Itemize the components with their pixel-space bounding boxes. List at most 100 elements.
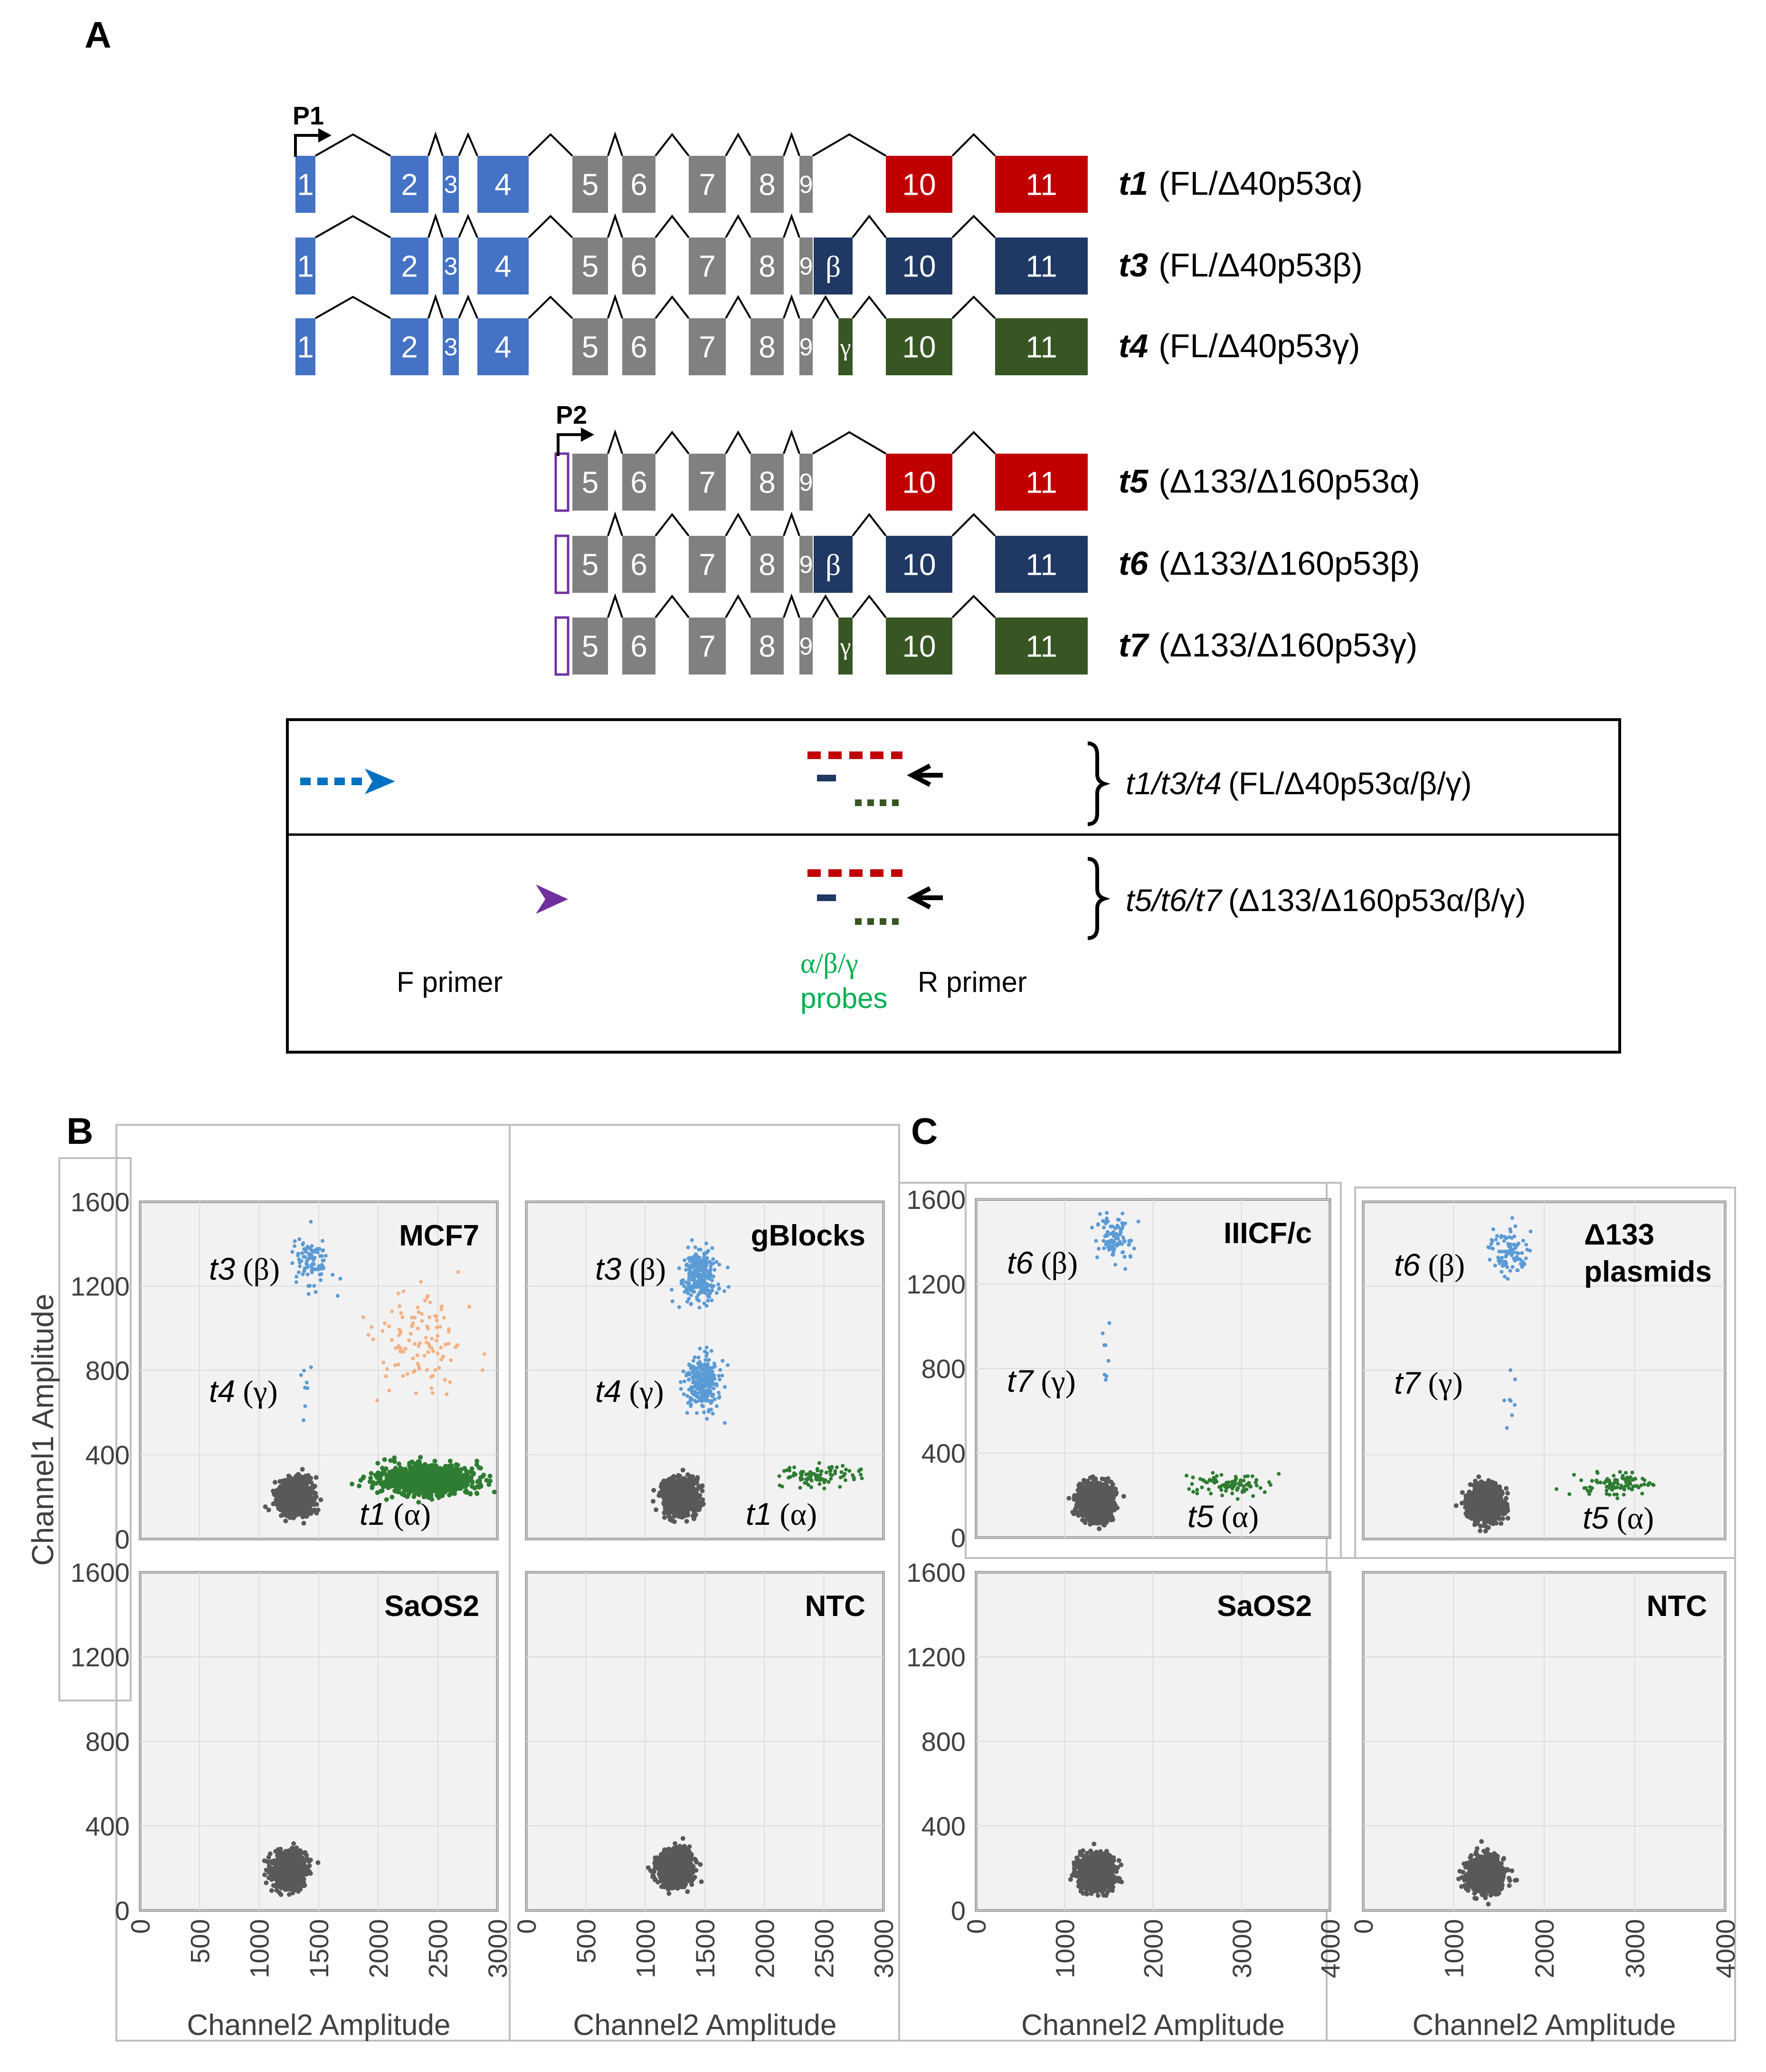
exon-11 — [995, 454, 1088, 511]
exon-label: 1 — [297, 167, 314, 201]
exon-4 — [477, 238, 529, 295]
droplet — [308, 1507, 313, 1512]
exon-p2-start — [554, 452, 570, 512]
droplet — [407, 1491, 411, 1496]
transcript-t3: 1 2 3 4 5 6 7 8 9 β 10 11 — [295, 213, 1088, 295]
exon-5 — [572, 156, 608, 213]
droplet — [447, 1327, 451, 1331]
transcript-name: t5 — [1119, 463, 1149, 500]
droplet — [304, 1262, 308, 1266]
transcript-name: t1 — [1119, 165, 1148, 202]
droplet — [710, 1246, 714, 1250]
exon-γ — [838, 618, 853, 675]
intron-line — [528, 295, 573, 319]
droplet — [299, 1505, 304, 1510]
exon-label: 9 — [799, 171, 813, 199]
exon-10 — [886, 454, 952, 511]
droplet — [705, 1256, 709, 1260]
droplet — [412, 1469, 418, 1474]
exon-label: 9 — [799, 253, 813, 280]
y-tick-label: 1600 — [70, 1187, 130, 1217]
droplet — [290, 1506, 295, 1511]
droplet — [280, 1503, 285, 1508]
intron-line — [655, 214, 690, 238]
droplet — [702, 1410, 706, 1415]
brace-row1 — [1087, 741, 1111, 826]
droplet — [425, 1295, 429, 1300]
exon-label: 8 — [759, 547, 776, 581]
exon-10 — [886, 318, 952, 375]
droplet — [433, 1463, 438, 1468]
droplet — [476, 1465, 482, 1470]
droplet — [309, 1220, 313, 1224]
transcript-desc: (Δ133/Δ160p53α) — [1158, 463, 1420, 500]
droplet — [366, 1333, 370, 1337]
droplet — [414, 1391, 418, 1395]
droplet — [401, 1478, 406, 1483]
droplet — [692, 1481, 697, 1486]
exon-label: 8 — [759, 330, 776, 364]
exon-7 — [689, 238, 726, 295]
droplet — [661, 1478, 666, 1483]
exon-9 — [799, 238, 813, 295]
intron-line — [951, 595, 996, 618]
r-primer-label: R primer — [918, 966, 1027, 998]
droplet — [431, 1374, 435, 1378]
droplet — [309, 1248, 313, 1252]
droplet — [469, 1479, 475, 1484]
droplet — [693, 1487, 698, 1492]
droplet — [667, 1481, 673, 1486]
probes-label-line2: probes — [800, 982, 887, 1014]
droplet — [281, 1480, 286, 1484]
droplet — [421, 1473, 427, 1478]
droplet — [331, 1273, 335, 1277]
droplet — [382, 1457, 387, 1462]
droplet — [397, 1345, 400, 1350]
droplet — [700, 1483, 705, 1488]
transcript-desc: (FL/Δ40p53α) — [1158, 165, 1363, 202]
droplet — [390, 1309, 394, 1313]
droplet — [458, 1467, 464, 1472]
transcript-t6: 5 6 7 8 9 β 10 11 — [554, 511, 1088, 594]
transcript-label-t6: t6 (Δ133/Δ160p53β) — [1119, 545, 1420, 582]
droplet — [693, 1496, 698, 1501]
droplet — [682, 1476, 687, 1481]
exon-label: 8 — [759, 465, 776, 499]
intron-line — [607, 429, 623, 454]
exon-label: 10 — [902, 629, 936, 663]
exon-label: 7 — [699, 249, 716, 283]
exon-label: 3 — [444, 171, 458, 199]
exon-label: 5 — [582, 465, 599, 499]
exon-β — [814, 238, 853, 295]
droplet — [699, 1502, 704, 1508]
intron-line — [852, 214, 887, 238]
exon-label: 11 — [1025, 465, 1057, 499]
droplet — [416, 1353, 419, 1358]
exon-8 — [750, 618, 784, 675]
exon-5 — [572, 536, 608, 593]
droplet — [301, 1242, 305, 1246]
exon-γ — [838, 318, 853, 375]
droplet — [436, 1334, 440, 1338]
f-primer-p2-arrow — [536, 884, 568, 914]
droplet — [310, 1490, 315, 1495]
droplet — [412, 1475, 417, 1481]
droplet — [437, 1484, 443, 1490]
droplet — [419, 1483, 424, 1488]
exon-label: 6 — [630, 547, 647, 581]
droplet — [338, 1276, 342, 1281]
droplet — [287, 1515, 293, 1520]
droplet — [335, 1294, 340, 1298]
exon-label: 1 — [297, 330, 314, 364]
cluster-label-t3: t3 (β) — [209, 1251, 280, 1287]
droplet — [294, 1274, 299, 1279]
droplet — [311, 1262, 315, 1266]
droplet — [377, 1473, 382, 1478]
droplet — [301, 1272, 305, 1276]
droplet — [467, 1304, 471, 1309]
droplet — [424, 1340, 428, 1345]
droplet — [313, 1475, 319, 1480]
exon-9 — [799, 536, 813, 593]
droplet — [687, 1284, 691, 1288]
